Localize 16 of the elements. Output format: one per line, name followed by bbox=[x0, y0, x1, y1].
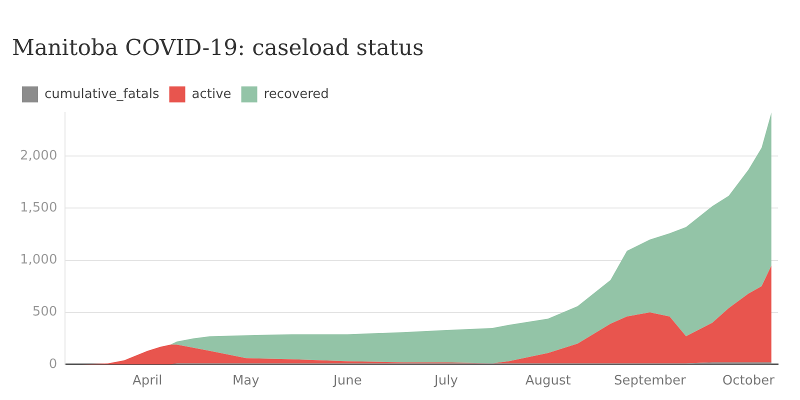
x-tick-label: September bbox=[614, 374, 686, 389]
y-tick-label: 500 bbox=[32, 304, 58, 320]
legend-label: active bbox=[192, 86, 232, 102]
y-tick-label: 1,000 bbox=[20, 252, 58, 268]
x-tick-label: May bbox=[232, 374, 260, 389]
legend-label: cumulative_fatals bbox=[44, 86, 160, 102]
y-tick-label: 1,500 bbox=[20, 200, 58, 216]
y-tick-label: 2,000 bbox=[20, 148, 58, 164]
y-tick-label: 0 bbox=[48, 356, 58, 372]
chart-title: Manitoba COVID-19: caseload status bbox=[12, 36, 424, 61]
x-tick-label: April bbox=[132, 374, 162, 389]
x-tick-label: August bbox=[525, 374, 571, 389]
x-tick-label: June bbox=[332, 374, 362, 389]
x-tick-label: July bbox=[434, 374, 458, 389]
legend-label: recovered bbox=[264, 86, 329, 102]
x-tick-label: October bbox=[722, 374, 776, 389]
